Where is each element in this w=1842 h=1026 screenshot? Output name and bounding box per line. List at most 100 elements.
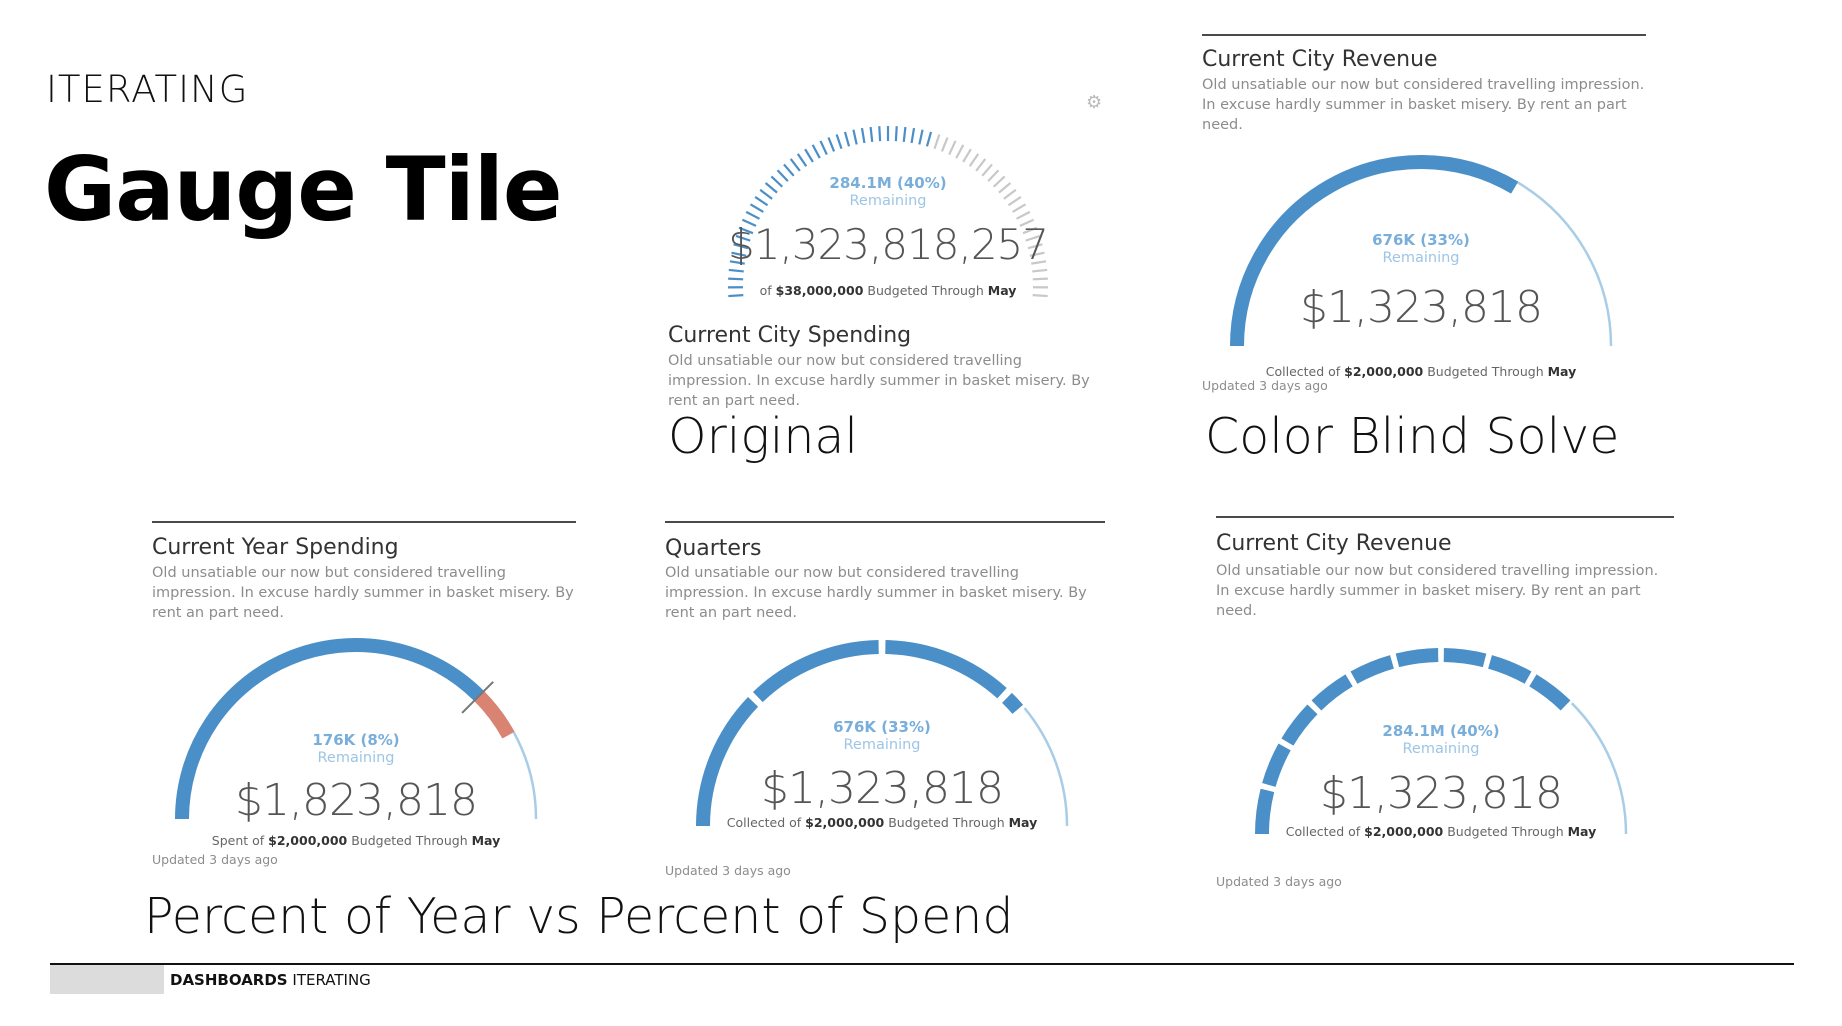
tile-title: Current Year Spending [152, 535, 399, 560]
gauge-amount: $1,323,818 [761, 763, 1004, 814]
original-gauge: 284.1M (40%) Remaining $1,323,818,257 of… [698, 90, 1078, 305]
gauge-tick [925, 131, 933, 147]
gauge-tick [759, 188, 773, 200]
footer-block [50, 965, 164, 994]
gauge-tick [878, 126, 882, 142]
slide-kicker: ITERATING [46, 68, 249, 111]
gauge-tick [968, 153, 980, 167]
gauge-tick [902, 126, 907, 142]
remaining-label: Remaining [843, 737, 921, 753]
slide-title: Gauge Tile [44, 138, 563, 241]
gauge-remaining-arc [1517, 181, 1613, 347]
gauge-amount: $1,323,818,257 [728, 220, 1049, 269]
month-segment [1529, 674, 1571, 711]
year-spending-gauge-tile: Current Year Spending Old unsatiable our… [152, 521, 576, 871]
gauge-progress-arc [175, 638, 484, 820]
gauge-tick [729, 260, 745, 265]
gauge-overspend-arc [473, 691, 515, 739]
month-segment [1350, 655, 1395, 684]
gauge-tick [933, 134, 941, 150]
gauge-subtext: Collected of $2,000,000 Budgeted Through… [1265, 364, 1577, 379]
tile-description: Old unsatiable our now but considered tr… [1216, 563, 1659, 619]
gauge-tick [1015, 210, 1031, 220]
month-segment [1395, 648, 1439, 668]
caption-color-blind: Color Blind Solve [1205, 408, 1620, 465]
tile-divider [1216, 516, 1674, 518]
remaining-value: 676K (33%) [833, 718, 931, 736]
quarter-segment [1002, 692, 1024, 714]
quarter-segment [752, 640, 879, 703]
updated-timestamp: Updated 3 days ago [665, 863, 791, 878]
monthly-revenue-gauge-tile: Current City Revenue Old unsatiable our … [1216, 516, 1674, 896]
gauge-tick [796, 153, 808, 167]
gauge-tick [852, 129, 858, 145]
gauge-tick [955, 144, 965, 159]
gauge-tick [860, 127, 866, 144]
segmented-gauge-svg [696, 640, 1069, 827]
remaining-label: Remaining [1402, 741, 1480, 757]
gauge-tick [754, 195, 769, 207]
month-segment [1262, 743, 1291, 788]
gauge-amount: $1,323,818 [1320, 768, 1563, 819]
month-segment [1311, 674, 1353, 711]
gauge-tick [894, 126, 898, 142]
gauge-tick [811, 144, 821, 159]
gauge-tick [987, 169, 1000, 182]
tile-divider [665, 521, 1105, 523]
updated-timestamp: Updated 3 days ago [1202, 378, 1328, 393]
gauge-tick [770, 175, 784, 188]
tile-description: Old unsatiable our now but considered tr… [1202, 77, 1645, 133]
remaining-label: Remaining [849, 193, 927, 209]
gauge-tick [804, 148, 814, 163]
gauge-tick [1027, 243, 1043, 250]
gauge-tick [843, 131, 851, 147]
gauge-tick [1025, 234, 1041, 242]
updated-timestamp: Updated 3 days ago [1216, 874, 1342, 889]
remaining-value: 676K (33%) [1372, 231, 1470, 249]
gauge-tick [731, 251, 747, 257]
caption-percent: Percent of Year vs Percent of Spend [144, 888, 1014, 945]
tile-title: Current City Revenue [1216, 531, 1452, 556]
month-segment [1255, 788, 1275, 835]
gauge-tick [940, 137, 949, 152]
gauge-remaining-arc [1570, 702, 1628, 835]
remaining-label: Remaining [317, 750, 395, 766]
tile-title: Current City Spending [668, 323, 912, 348]
gauge-subtext: Collected of $2,000,000 Budgeted Through… [1285, 824, 1597, 839]
remaining-label: Remaining [1382, 250, 1460, 266]
tile-title: Quarters [665, 536, 762, 561]
gauge-tick [869, 126, 874, 142]
gear-icon[interactable]: ⚙ [1086, 92, 1103, 112]
tile-divider [1202, 34, 1646, 36]
color-blind-gauge-tile: Current City Revenue Old unsatiable our … [1202, 34, 1646, 394]
quarter-segment [696, 696, 759, 827]
gauge-amount: $1,823,818 [235, 775, 478, 826]
gauge-tick [776, 169, 789, 182]
gauge-tick [1003, 188, 1017, 200]
footer-label: DASHBOARDS ITERATING [170, 971, 371, 989]
gauge-tick [998, 182, 1012, 194]
gauge-tick [728, 277, 744, 281]
tile-description: Old unsatiable our now but considered tr… [665, 565, 1087, 621]
tile-description: Old unsatiable our now but considered tr… [668, 353, 1090, 409]
gauge-tick [1031, 260, 1047, 265]
color-blind-gauge: 676K (33%) Remaining $1,323,818 Collecte… [1224, 142, 1618, 382]
gauge-subtext: Spent of $2,000,000 Budgeted Through May [211, 833, 501, 848]
gauge-tick [918, 129, 924, 145]
gauge-tick [1022, 226, 1038, 235]
arc-gauge-svg [1230, 155, 1613, 347]
year-progress-marker [461, 681, 494, 714]
remaining-value: 284.1M (40%) [1382, 722, 1500, 740]
gauge-remaining-arc [1023, 707, 1069, 827]
quarters-gauge-tile: Quarters Old unsatiable our now but cons… [665, 521, 1105, 881]
gauge-tick [962, 148, 972, 163]
gauge-tick [764, 182, 778, 194]
remaining-value: 176K (8%) [312, 731, 400, 749]
gauge-tick [728, 268, 744, 273]
gauge-tick [1032, 277, 1048, 281]
arc-gauge-svg [175, 638, 538, 820]
gauge-tick [910, 127, 916, 144]
gauge-tick [1032, 268, 1048, 273]
gauge-tick [975, 158, 987, 172]
tile-divider [152, 521, 576, 523]
